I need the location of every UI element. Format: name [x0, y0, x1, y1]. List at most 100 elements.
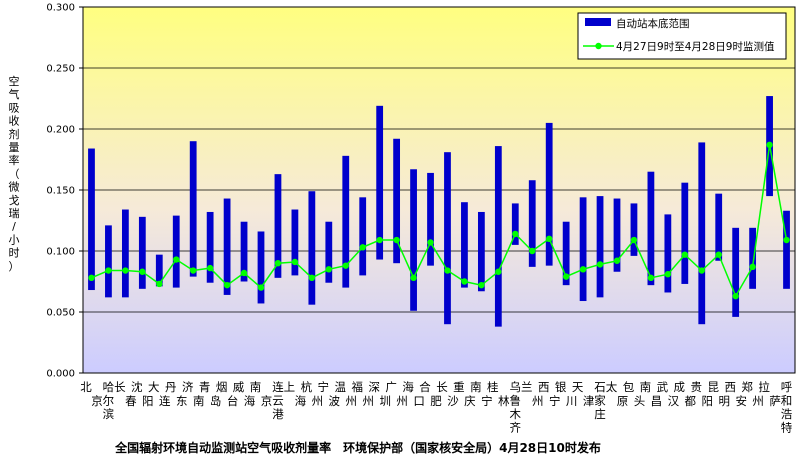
range-bar: [427, 172, 434, 266]
data-point: [122, 267, 129, 274]
y-axis-label: 空气吸收剂量率（微戈瑞/小时）: [9, 74, 20, 273]
range-bar: [461, 202, 468, 288]
data-point: [105, 267, 112, 274]
x-tick-label: 烟台: [216, 380, 239, 408]
data-point: [223, 281, 231, 289]
legend: 自动站本底范围 4月27日9时至4月28日9时监测值: [577, 12, 787, 60]
range-bar: [477, 211, 485, 292]
range-bar: [698, 142, 706, 325]
data-point: [461, 278, 468, 285]
y-axis-ticks: 0.000 0.050 0.100 0.150 0.200 0.250 0.300: [46, 3, 83, 380]
x-tick-label: 南京: [250, 380, 273, 408]
range-bar: [681, 182, 689, 284]
x-tick-label: 杭州: [301, 380, 324, 408]
x-tick-label: 武汉: [657, 380, 680, 408]
data-point: [393, 236, 400, 244]
x-tick-label: 重庆: [453, 380, 476, 408]
range-bar: [189, 141, 197, 277]
x-tick-label: 桂林: [487, 380, 510, 408]
x-tick-label: 长沙: [436, 380, 459, 408]
x-tick-label: 长春: [114, 380, 137, 408]
x-tick-label: 丹东: [165, 380, 188, 408]
range-bar: [121, 209, 129, 298]
data-point: [545, 235, 553, 242]
range-bar: [528, 180, 536, 267]
data-point: [783, 236, 790, 244]
x-tick-label: 南宁: [470, 380, 493, 408]
data-point: [427, 239, 434, 246]
data-point: [715, 251, 722, 258]
data-point: [376, 236, 383, 244]
data-point: [613, 257, 621, 264]
x-tick-label: 南昌: [640, 380, 663, 408]
x-tick-label: 贵阳: [691, 380, 714, 408]
range-bar: [647, 171, 655, 286]
data-point: [766, 141, 773, 149]
legend-line-marker: [595, 42, 602, 50]
data-point: [749, 263, 756, 271]
x-tick-label: 成都: [674, 380, 697, 408]
data-point: [342, 262, 349, 269]
x-tick-label: 海口: [402, 380, 425, 408]
data-point: [512, 230, 519, 238]
range-bar: [172, 215, 180, 288]
data-point: [308, 274, 316, 282]
x-tick-label: 连云港: [272, 380, 284, 421]
x-tick-label: 兰州: [521, 380, 544, 408]
range-bar: [596, 196, 604, 298]
range-bar: [291, 209, 299, 276]
range-bar: [444, 152, 451, 325]
range-bar: [783, 210, 790, 289]
legend-label-range: 自动站本底范围: [616, 17, 690, 30]
data-point: [88, 274, 95, 282]
range-bar: [206, 211, 214, 283]
data-point: [359, 244, 366, 251]
x-tick-label: 济南: [182, 380, 205, 408]
range-bar: [240, 221, 248, 282]
y-axis-title: 空气吸收剂量率（微戈瑞/小时）: [9, 74, 20, 273]
range-bar: [393, 138, 401, 264]
data-point: [139, 268, 146, 275]
range-bar: [308, 191, 316, 305]
y-tick-label: 0.200: [46, 125, 75, 136]
x-tick-label: 福州: [351, 380, 374, 408]
data-point: [410, 274, 417, 282]
x-tick-label: 北京: [80, 380, 103, 408]
range-bar: [138, 216, 146, 289]
range-bar: [562, 221, 570, 286]
x-tick-label: 乌鲁木齐: [510, 380, 522, 435]
data-point: [630, 236, 638, 244]
y-tick-label: 0.250: [46, 64, 75, 75]
data-point: [562, 273, 570, 280]
range-bar: [732, 227, 740, 317]
data-point: [257, 284, 265, 291]
monitoring-line: [88, 141, 790, 300]
range-bar: [613, 198, 621, 272]
x-tick-label: 西宁: [538, 380, 561, 408]
data-point: [529, 247, 536, 255]
x-tick-label: 银川: [555, 380, 578, 408]
range-bars: [88, 96, 790, 327]
range-bar: [274, 174, 282, 278]
data-point: [173, 256, 180, 263]
x-tick-label: 昆明: [707, 380, 730, 408]
range-bar: [511, 203, 519, 245]
x-axis-labels: 北京哈尔滨长春沈阳大连丹东济南青岛烟台威海南京连云港上海杭州宁波温州福州深圳广州…: [80, 380, 793, 435]
range-bar: [223, 198, 231, 295]
x-tick-label: 温州: [335, 380, 358, 408]
x-tick-label: 郑州: [741, 380, 764, 408]
x-tick-label: 合肥: [419, 380, 442, 408]
y-tick-label: 0.000: [46, 369, 75, 380]
range-bar: [410, 169, 417, 311]
y-tick-label: 0.100: [46, 247, 75, 258]
chart-title: 全国辐射环境自动监测站空气吸收剂量率 环境保护部（国家核安全局）4月28日10时…: [114, 440, 601, 455]
x-tick-label: 太原: [606, 380, 629, 408]
x-tick-label: 西安: [724, 380, 747, 408]
data-point: [156, 280, 163, 288]
legend-label-measured: 4月27日9时至4月28日9时监测值: [616, 40, 775, 53]
range-bar: [376, 105, 384, 260]
range-bar: [630, 203, 638, 256]
x-tick-label: 包头: [623, 380, 646, 408]
x-tick-label: 拉萨: [758, 380, 781, 408]
legend-bar-swatch: [585, 18, 611, 26]
